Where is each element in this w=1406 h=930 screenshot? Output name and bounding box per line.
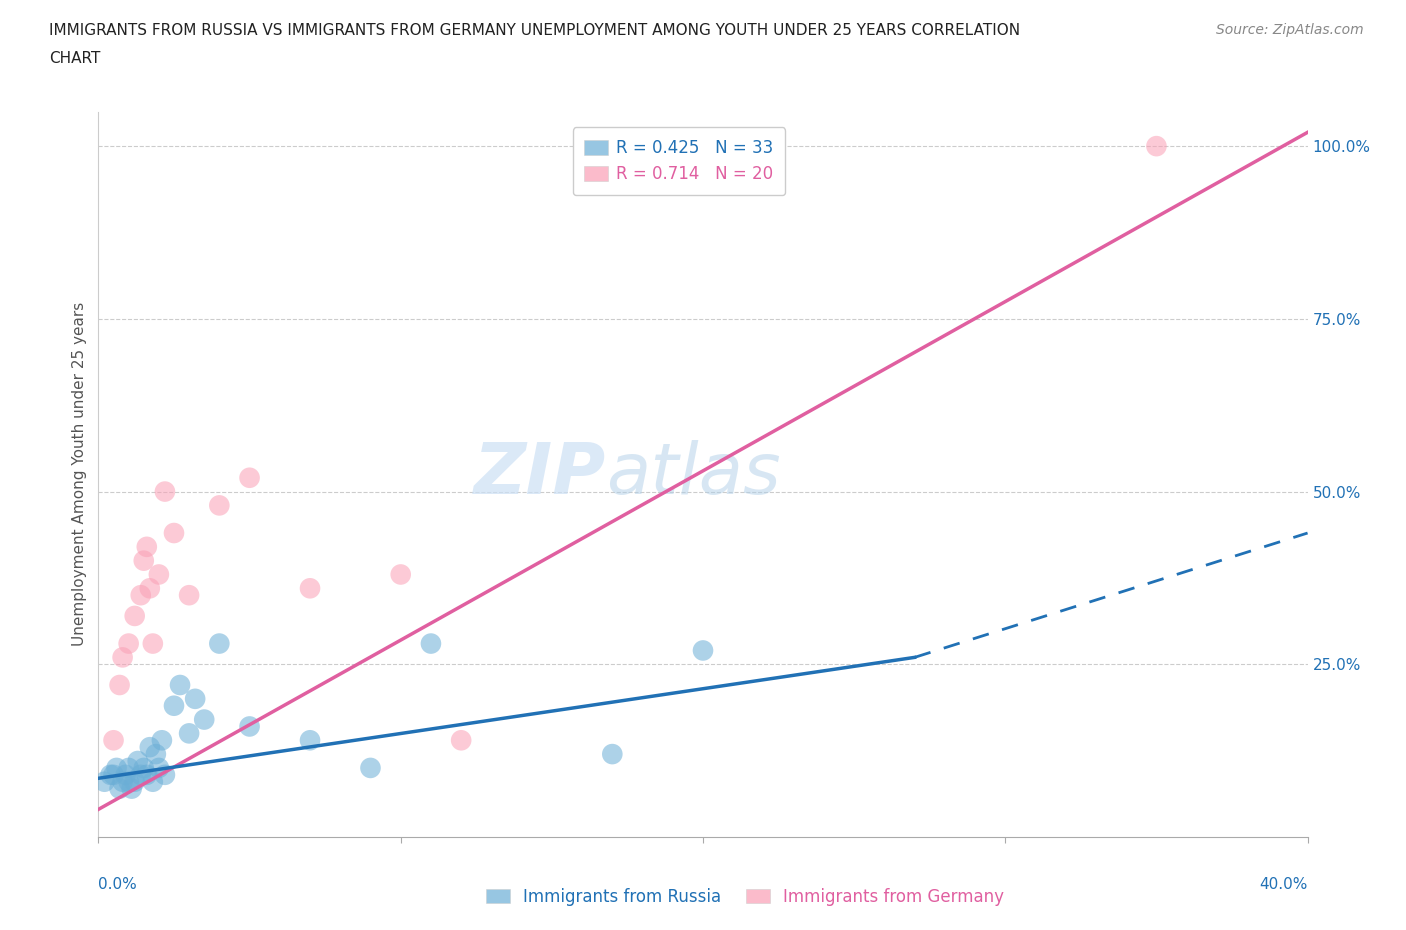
Point <box>153 485 176 499</box>
Point <box>108 678 131 693</box>
Point <box>132 553 155 568</box>
Point <box>114 767 136 782</box>
Point <box>135 767 157 782</box>
Text: ZIP: ZIP <box>474 440 606 509</box>
Point <box>299 733 322 748</box>
Point <box>103 767 125 782</box>
Point <box>184 691 207 706</box>
Point <box>118 775 141 790</box>
Point <box>111 775 134 790</box>
Point <box>145 747 167 762</box>
Point <box>163 525 186 540</box>
Point <box>127 753 149 768</box>
Point <box>103 733 125 748</box>
Point <box>169 678 191 693</box>
Point <box>602 747 624 762</box>
Text: IMMIGRANTS FROM RUSSIA VS IMMIGRANTS FROM GERMANY UNEMPLOYMENT AMONG YOUTH UNDER: IMMIGRANTS FROM RUSSIA VS IMMIGRANTS FRO… <box>49 23 1021 38</box>
Point <box>148 761 170 776</box>
Point <box>139 739 162 754</box>
Point <box>105 761 128 776</box>
Point <box>100 767 122 782</box>
Text: Source: ZipAtlas.com: Source: ZipAtlas.com <box>1216 23 1364 37</box>
Y-axis label: Unemployment Among Youth under 25 years: Unemployment Among Youth under 25 years <box>72 302 87 646</box>
Point <box>124 775 146 790</box>
Point <box>118 761 141 776</box>
Point <box>153 767 176 782</box>
Point <box>135 539 157 554</box>
Point <box>139 581 162 596</box>
Point <box>179 588 201 603</box>
Point <box>129 767 152 782</box>
Point <box>208 498 231 512</box>
Point <box>163 698 186 713</box>
Point <box>132 761 155 776</box>
Text: atlas: atlas <box>606 440 780 509</box>
Point <box>93 775 115 790</box>
Point <box>360 761 382 776</box>
Point <box>193 712 215 727</box>
Point <box>150 733 173 748</box>
Point <box>208 636 231 651</box>
Text: 40.0%: 40.0% <box>1260 877 1308 892</box>
Point <box>124 608 146 623</box>
Point <box>239 471 262 485</box>
Point <box>111 650 134 665</box>
Point <box>239 719 262 734</box>
Point <box>129 588 152 603</box>
Text: CHART: CHART <box>49 51 101 66</box>
Point <box>148 567 170 582</box>
Point <box>692 643 714 658</box>
Point <box>142 636 165 651</box>
Text: 0.0%: 0.0% <box>98 877 138 892</box>
Point <box>179 726 201 741</box>
Point <box>1144 139 1167 153</box>
Point <box>420 636 443 651</box>
Point <box>142 775 165 790</box>
Legend: Immigrants from Russia, Immigrants from Germany: Immigrants from Russia, Immigrants from … <box>479 881 1011 912</box>
Point <box>121 781 143 796</box>
Point <box>389 567 412 582</box>
Point <box>108 781 131 796</box>
Legend: R = 0.425   N = 33, R = 0.714   N = 20: R = 0.425 N = 33, R = 0.714 N = 20 <box>572 127 785 195</box>
Point <box>118 636 141 651</box>
Point <box>450 733 472 748</box>
Point <box>299 581 322 596</box>
